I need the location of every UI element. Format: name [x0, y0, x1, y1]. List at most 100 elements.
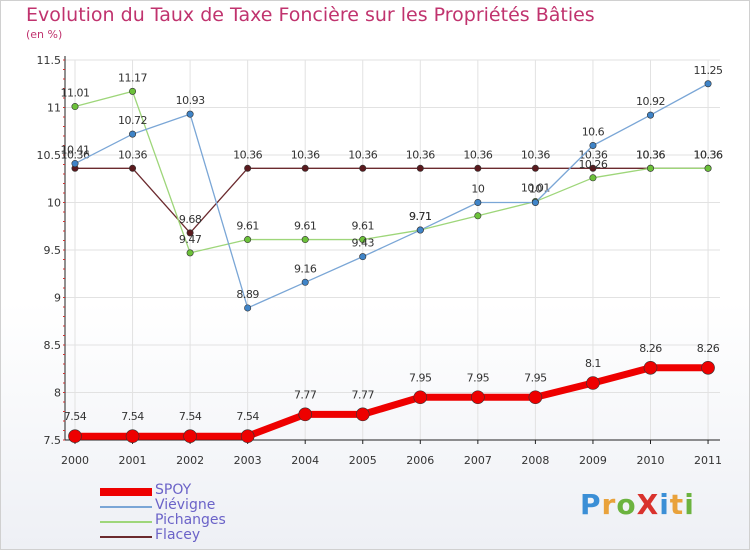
data-point-pichanges	[359, 236, 367, 244]
data-point-spoy	[528, 390, 543, 405]
data-point-vievigne	[129, 130, 137, 138]
series-line-spoy	[75, 364, 709, 440]
unit-label: (en %)	[26, 28, 63, 41]
logo-letter: r	[601, 488, 617, 521]
data-point-vievigne	[244, 304, 252, 312]
data-point-spoy	[125, 429, 140, 444]
data-label-flacey: 10.36	[521, 148, 550, 161]
logo-letter: o	[616, 488, 637, 521]
data-label-spoy: 7.54	[64, 410, 87, 423]
data-label-spoy: 7.95	[409, 371, 432, 384]
data-point-flacey	[129, 164, 137, 172]
data-label-spoy: 7.54	[236, 410, 259, 423]
data-point-spoy	[355, 407, 370, 422]
data-label-pichanges: 9.61	[236, 220, 259, 233]
data-point-vievigne	[474, 199, 482, 207]
data-point-spoy	[471, 390, 485, 405]
data-label-pichanges: 9.61	[352, 220, 375, 233]
data-point-flacey	[186, 229, 194, 237]
y-tick-label: 9.5	[44, 244, 62, 257]
data-label-pichanges: 10.36	[694, 148, 723, 161]
data-point-flacey	[244, 164, 252, 172]
data-point-vievigne	[704, 80, 712, 88]
data-label-vievigne: 10	[471, 183, 484, 196]
data-label-spoy: 7.77	[352, 388, 375, 401]
data-point-flacey	[474, 164, 482, 172]
data-label-flacey: 10.36	[61, 148, 90, 161]
legend-label: Pichanges	[155, 512, 226, 528]
series-line-pichanges	[74, 90, 709, 254]
y-tick-label: 11	[47, 102, 61, 115]
y-tick-label: 8	[54, 387, 61, 400]
data-label-spoy: 7.54	[179, 410, 202, 423]
x-tick-label: 2005	[349, 454, 377, 467]
data-point-vievigne	[589, 142, 597, 150]
data-point-pichanges	[589, 174, 597, 182]
data-label-flacey: 10.36	[636, 148, 665, 161]
data-point-spoy	[413, 390, 428, 405]
data-label-flacey: 10.36	[463, 148, 492, 161]
data-label-spoy: 7.77	[294, 388, 317, 401]
y-tick-label: 10	[47, 197, 61, 210]
data-label-flacey: 10.36	[233, 148, 262, 161]
data-label-flacey: 10.36	[291, 148, 320, 161]
y-tick-label: 7.5	[44, 434, 62, 447]
data-point-pichanges	[704, 164, 712, 172]
data-label-pichanges: 10.36	[636, 148, 665, 161]
x-tick-label: 2008	[521, 454, 549, 467]
y-tick-label: 10.5	[37, 149, 62, 162]
y-tick-label: 8.5	[44, 339, 62, 352]
data-label-spoy: 7.95	[524, 371, 547, 384]
data-point-spoy	[643, 360, 658, 375]
data-point-vievigne	[301, 278, 309, 286]
data-point-vievigne	[531, 199, 539, 207]
data-label-spoy: 8.1	[585, 357, 601, 370]
data-label-pichanges: 11.17	[118, 71, 147, 84]
data-point-vievigne	[71, 160, 79, 168]
data-point-pichanges	[186, 249, 194, 257]
data-label-vievigne: 10	[529, 183, 542, 196]
data-label-pichanges: 10.26	[578, 158, 607, 171]
data-point-flacey	[416, 164, 424, 172]
data-point-spoy	[298, 407, 313, 422]
x-tick-label: 2001	[119, 454, 147, 467]
data-label-spoy: 7.95	[467, 371, 490, 384]
data-point-spoy	[183, 429, 197, 444]
data-label-pichanges: 9.47	[179, 233, 202, 246]
chart-title: Evolution du Taux de Taxe Foncière sur l…	[26, 4, 595, 26]
data-label-flacey: 10.36	[348, 148, 377, 161]
data-label-pichanges: 9.61	[294, 220, 317, 233]
series-line-vievigne	[74, 83, 709, 309]
y-tick-label: 11.5	[37, 54, 62, 67]
data-point-vievigne	[646, 111, 654, 119]
x-tick-label: 2003	[234, 454, 262, 467]
data-label-vievigne: 10.41	[61, 144, 90, 157]
legend-swatch	[100, 536, 152, 538]
x-tick-label: 2002	[176, 454, 204, 467]
data-point-pichanges	[301, 236, 309, 244]
data-label-spoy: 8.26	[697, 342, 720, 355]
data-point-spoy	[701, 360, 715, 375]
x-tick-label: 2000	[61, 454, 89, 467]
data-label-vievigne: 9.16	[294, 262, 317, 275]
logo-letter: t	[669, 488, 685, 521]
data-point-vievigne	[416, 226, 424, 234]
data-point-vievigne	[359, 253, 367, 261]
data-label-vievigne: 9.43	[352, 237, 375, 250]
data-label-vievigne: 9.71	[409, 210, 432, 223]
data-label-vievigne: 10.6	[582, 126, 605, 139]
proxiti-logo: ProXiti	[580, 488, 695, 521]
data-point-flacey	[589, 164, 597, 172]
data-label-flacey: 10.36	[694, 148, 723, 161]
data-point-pichanges	[129, 87, 137, 95]
series-line-flacey	[75, 167, 709, 234]
legend-label: Viévigne	[155, 497, 216, 513]
logo-letter: X	[636, 488, 660, 521]
data-label-vievigne: 10.72	[118, 114, 147, 127]
data-label-spoy: 7.54	[121, 410, 144, 423]
data-point-vievigne	[186, 110, 194, 118]
data-point-spoy	[240, 429, 255, 444]
x-tick-label: 2010	[637, 454, 665, 467]
data-label-vievigne: 8.89	[236, 288, 259, 301]
